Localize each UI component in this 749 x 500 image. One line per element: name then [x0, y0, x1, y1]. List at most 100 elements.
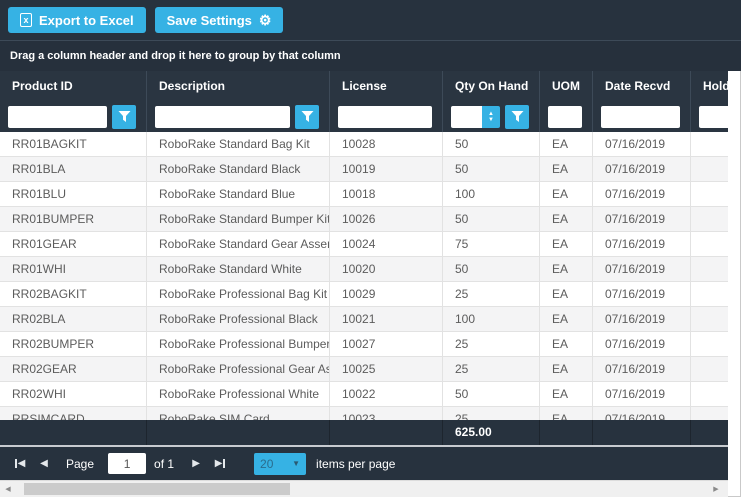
- table-row[interactable]: RR01BLA RoboRake Standard Black 10019 50…: [0, 157, 728, 182]
- cell-hold-code: [691, 182, 728, 207]
- cell-product-id: RR01GEAR: [0, 232, 147, 257]
- table-row[interactable]: RR02WHI RoboRake Professional White 1002…: [0, 382, 728, 407]
- footer-cell-product-id: [0, 420, 147, 445]
- horizontal-scrollbar-thumb[interactable]: [24, 483, 290, 495]
- group-by-hint-text: Drag a column header and drop it here to…: [10, 50, 341, 62]
- cell-license: 10021: [330, 307, 443, 332]
- excel-file-icon: x: [20, 13, 32, 27]
- column-header-description[interactable]: Description: [147, 71, 330, 101]
- column-header-qty-on-hand[interactable]: Qty On Hand: [443, 71, 540, 101]
- last-page-button[interactable]: ▶: [208, 452, 232, 476]
- toolbar: x Export to Excel Save Settings ⚙: [0, 0, 741, 41]
- funnel-icon: [301, 111, 313, 122]
- cell-hold-code: [691, 357, 728, 382]
- first-page-button[interactable]: ◀: [8, 452, 32, 476]
- description-filter-button[interactable]: [295, 104, 319, 129]
- first-page-icon: [14, 459, 17, 468]
- table-row[interactable]: RR01WHI RoboRake Standard White 10020 50…: [0, 257, 728, 282]
- cell-uom: EA: [540, 232, 593, 257]
- table-row[interactable]: RR01GEAR RoboRake Standard Gear Assembly…: [0, 232, 728, 257]
- cell-description: RoboRake Standard Bumper Kit: [147, 207, 330, 232]
- cell-uom: EA: [540, 407, 593, 420]
- page-number-input[interactable]: [108, 453, 147, 474]
- product-id-filter-button[interactable]: [112, 104, 136, 129]
- cell-uom: EA: [540, 207, 593, 232]
- footer-cell-description: [147, 420, 330, 445]
- table-row[interactable]: RR02BAGKIT RoboRake Professional Bag Kit…: [0, 282, 728, 307]
- qty-filter-stepper[interactable]: ▲ ▼: [482, 105, 500, 128]
- footer-cell-license: [330, 420, 443, 445]
- export-to-excel-button[interactable]: x Export to Excel: [8, 7, 146, 33]
- cell-product-id: RR02BUMPER: [0, 332, 147, 357]
- next-page-icon: ▶: [192, 458, 200, 469]
- cell-description: RoboRake Standard Black: [147, 157, 330, 182]
- cell-license: 10028: [330, 132, 443, 157]
- column-header-product-id[interactable]: Product ID: [0, 71, 147, 101]
- table-row[interactable]: RR01BAGKIT RoboRake Standard Bag Kit 100…: [0, 132, 728, 157]
- table-row[interactable]: RRSIMCARD RoboRake SIM Card 10023 25 EA …: [0, 407, 728, 420]
- cell-qty-on-hand: 25: [443, 357, 540, 382]
- cell-description: RoboRake Standard Gear Assembly: [147, 232, 330, 257]
- column-header-license[interactable]: License: [330, 71, 443, 101]
- product-id-filter-input[interactable]: [8, 105, 107, 128]
- qty-filter-input[interactable]: [451, 105, 482, 128]
- chevron-down-icon: ▼: [292, 459, 301, 468]
- page-size-dropdown[interactable]: 20 ▼: [254, 452, 307, 475]
- table-row[interactable]: RR02BLA RoboRake Professional Black 1002…: [0, 307, 728, 332]
- license-filter-input[interactable]: [338, 105, 432, 128]
- next-page-button[interactable]: ▶: [184, 452, 208, 476]
- column-header-date-recvd[interactable]: Date Recvd: [593, 71, 691, 101]
- cell-hold-code: [691, 332, 728, 357]
- cell-license: 10024: [330, 232, 443, 257]
- cell-license: 10022: [330, 382, 443, 407]
- cell-qty-on-hand: 50: [443, 257, 540, 282]
- filter-cell-hold-code: [691, 101, 728, 132]
- cell-hold-code: [691, 382, 728, 407]
- hold-code-filter-input[interactable]: [699, 105, 728, 128]
- cell-product-id: RR01BLA: [0, 157, 147, 182]
- grid-filter-row: ▲ ▼: [0, 101, 728, 132]
- funnel-icon: [118, 111, 130, 122]
- filter-cell-description: [147, 101, 330, 132]
- scroll-left-icon[interactable]: ◀: [5, 486, 11, 493]
- cell-hold-code: [691, 257, 728, 282]
- cell-qty-on-hand: 50: [443, 382, 540, 407]
- cell-qty-on-hand: 25: [443, 407, 540, 420]
- group-by-drop-zone[interactable]: Drag a column header and drop it here to…: [0, 41, 741, 71]
- save-settings-button[interactable]: Save Settings ⚙: [154, 7, 284, 33]
- pager: ◀ ◀ Page of 1 ▶ ▶ 20 ▼ items per page: [0, 447, 728, 480]
- previous-page-button[interactable]: ◀: [32, 452, 56, 476]
- table-row[interactable]: RR01BLU RoboRake Standard Blue 10018 100…: [0, 182, 728, 207]
- cell-uom: EA: [540, 132, 593, 157]
- filter-cell-uom: [540, 101, 593, 132]
- cell-description: RoboRake Professional Gear Assembly: [147, 357, 330, 382]
- date-recvd-filter-input[interactable]: [601, 105, 680, 128]
- cell-qty-on-hand: 50: [443, 207, 540, 232]
- cell-qty-on-hand: 50: [443, 132, 540, 157]
- scroll-right-icon[interactable]: ▶: [713, 486, 719, 493]
- cell-product-id: RR01BLU: [0, 182, 147, 207]
- table-row[interactable]: RR02BUMPER RoboRake Professional Bumper …: [0, 332, 728, 357]
- grid-body: RR01BAGKIT RoboRake Standard Bag Kit 100…: [0, 132, 728, 420]
- footer-cell-uom: [540, 420, 593, 445]
- cell-date-recvd: 07/16/2019: [593, 157, 691, 182]
- cell-hold-code: [691, 407, 728, 420]
- cell-product-id: RRSIMCARD: [0, 407, 147, 420]
- grid-header: Product ID Description License Qty On Ha…: [0, 71, 728, 101]
- page-size-value: 20: [260, 456, 274, 471]
- cell-product-id: RR02BAGKIT: [0, 282, 147, 307]
- qty-filter-button[interactable]: [505, 104, 529, 129]
- cell-qty-on-hand: 100: [443, 307, 540, 332]
- table-row[interactable]: RR02GEAR RoboRake Professional Gear Asse…: [0, 357, 728, 382]
- column-header-hold-code[interactable]: Hold C: [691, 71, 728, 101]
- horizontal-scrollbar[interactable]: ◀ ▶: [0, 480, 728, 497]
- spinner-up-icon: ▲: [488, 110, 494, 117]
- cell-license: 10027: [330, 332, 443, 357]
- table-row[interactable]: RR01BUMPER RoboRake Standard Bumper Kit …: [0, 207, 728, 232]
- column-header-uom[interactable]: UOM: [540, 71, 593, 101]
- filter-cell-date-recvd: [593, 101, 691, 132]
- description-filter-input[interactable]: [155, 105, 290, 128]
- cell-product-id: RR01WHI: [0, 257, 147, 282]
- cell-date-recvd: 07/16/2019: [593, 307, 691, 332]
- uom-filter-input[interactable]: [548, 105, 582, 128]
